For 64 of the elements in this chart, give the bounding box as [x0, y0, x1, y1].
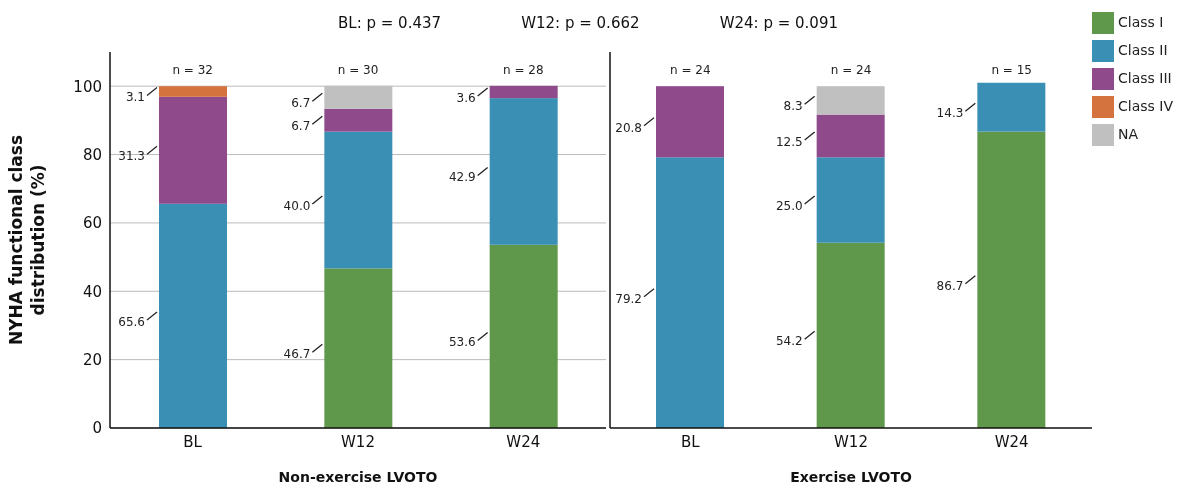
bar [159, 86, 227, 97]
annotation: n = 30 [337, 63, 379, 78]
data-label: 12.5 [775, 134, 803, 149]
legend-label: NA [1118, 126, 1139, 142]
data-label: 53.6 [448, 335, 476, 350]
data-label: 25.0 [775, 199, 803, 214]
x-tick-label: W12 [341, 432, 375, 451]
text: W24: p = 0.091 [719, 14, 838, 32]
data-label: 54.2 [775, 334, 803, 349]
y-tick-label: 0 [92, 419, 102, 438]
data-label: 42.9 [448, 170, 476, 185]
x-tick-label: W24 [994, 432, 1029, 451]
bar [656, 157, 724, 428]
y-tick-label: 20 [82, 350, 102, 369]
legend-label: Class I [1118, 14, 1164, 30]
x-tick-label: BL [681, 432, 701, 451]
data-label: 79.2 [615, 291, 642, 306]
bar [489, 98, 558, 245]
annotation: n = 32 [172, 63, 213, 78]
bar [324, 131, 393, 269]
bar [159, 203, 227, 428]
data-label: 31.3 [118, 149, 145, 164]
annotation: n = 28 [503, 63, 544, 78]
bar [977, 131, 1046, 428]
y-tick-label: 80 [82, 145, 102, 164]
x-tick-label: W24 [506, 432, 541, 451]
data-label: 3.6 [456, 90, 476, 105]
data-label: 86.7 [936, 278, 964, 293]
data-label: 46.7 [283, 347, 311, 362]
x-tick-label: W12 [834, 432, 868, 451]
x-axis-title: Non-exercise LVOTO [278, 469, 438, 485]
x-tick-label: BL [183, 432, 203, 451]
data-label: 20.8 [615, 120, 642, 135]
data-label: 3.1 [125, 90, 145, 105]
bar [816, 157, 885, 243]
text: W12: p = 0.662 [521, 14, 640, 32]
legend-label: Class III [1118, 70, 1172, 86]
bar [324, 268, 393, 428]
data-label: 8.3 [783, 99, 803, 114]
y-tick-label: 100 [73, 77, 102, 96]
bar [816, 86, 885, 115]
data-label: 6.7 [291, 96, 311, 111]
data-label: 6.7 [291, 119, 311, 134]
bar [489, 244, 558, 428]
bar [656, 86, 724, 158]
legend-label: Class IV [1118, 98, 1173, 114]
bar [977, 82, 1046, 132]
annotation: n = 24 [830, 63, 872, 78]
bar [324, 108, 393, 132]
annotation: n = 24 [670, 63, 711, 78]
data-label: 14.3 [936, 106, 964, 121]
annotation: n = 15 [991, 63, 1032, 78]
data-label: 40.0 [283, 199, 311, 214]
data-label: 65.6 [118, 314, 145, 329]
bar [489, 85, 558, 99]
y-tick-label: 40 [82, 282, 102, 301]
text: BL: p = 0.437 [338, 14, 442, 32]
y-axis-title: NYHA functional class distribution (%) [6, 134, 48, 346]
x-axis-title: Exercise LVOTO [790, 469, 912, 485]
y-tick-label: 60 [82, 214, 102, 233]
bar [159, 96, 227, 204]
bar [816, 114, 885, 158]
legend-label: Class II [1118, 42, 1168, 58]
bar [816, 242, 885, 428]
